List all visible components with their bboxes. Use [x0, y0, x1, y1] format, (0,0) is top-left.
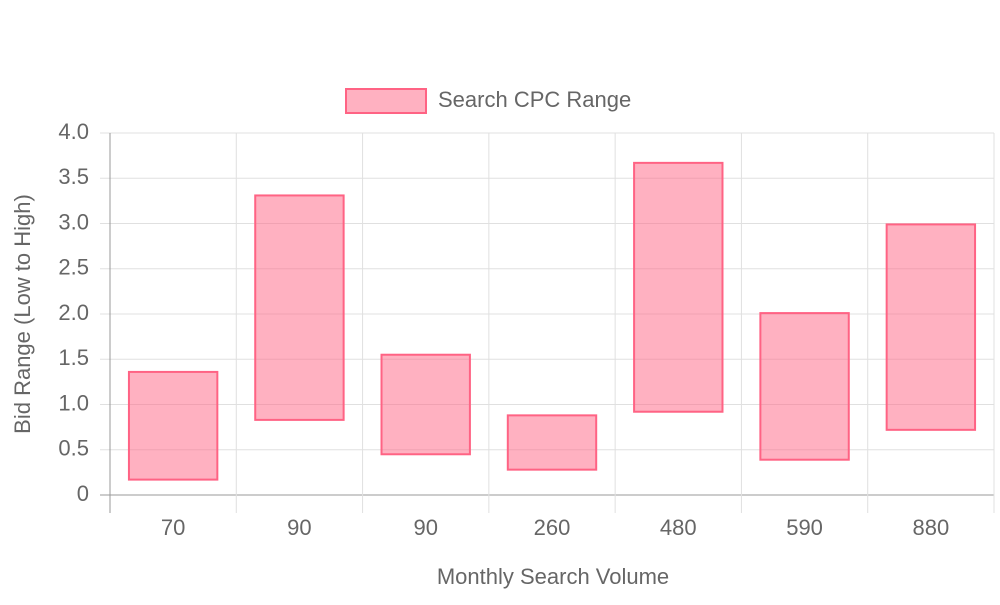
bar — [885, 223, 977, 431]
bar — [127, 370, 219, 481]
x-tick-label: 90 — [287, 515, 311, 540]
bar — [633, 161, 724, 413]
bar — [759, 312, 850, 461]
y-tick-label: 1.5 — [58, 345, 89, 370]
y-tick-label: 0 — [77, 481, 89, 506]
x-axis-title: Monthly Search Volume — [437, 564, 669, 589]
x-tick-label: 590 — [786, 515, 823, 540]
x-tick-label: 90 — [413, 515, 437, 540]
x-tick-label: 70 — [161, 515, 185, 540]
x-tick-label: 880 — [912, 515, 949, 540]
y-tick-label: 1.0 — [58, 390, 89, 415]
y-tick-label: 3.0 — [58, 209, 89, 234]
y-tick-label: 0.5 — [58, 436, 89, 461]
legend-label: Search CPC Range — [438, 87, 631, 112]
x-tick-label: 480 — [660, 515, 697, 540]
bar — [380, 353, 471, 456]
y-tick-label: 3.5 — [58, 164, 89, 189]
y-axis-title: Bid Range (Low to High) — [10, 194, 35, 434]
bar — [506, 414, 598, 471]
y-tick-label: 2.0 — [58, 300, 89, 325]
legend-swatch — [345, 88, 427, 114]
bar — [254, 194, 345, 421]
y-tick-label: 4.0 — [58, 119, 89, 144]
x-tick-label: 260 — [534, 515, 571, 540]
y-tick-label: 2.5 — [58, 255, 89, 280]
